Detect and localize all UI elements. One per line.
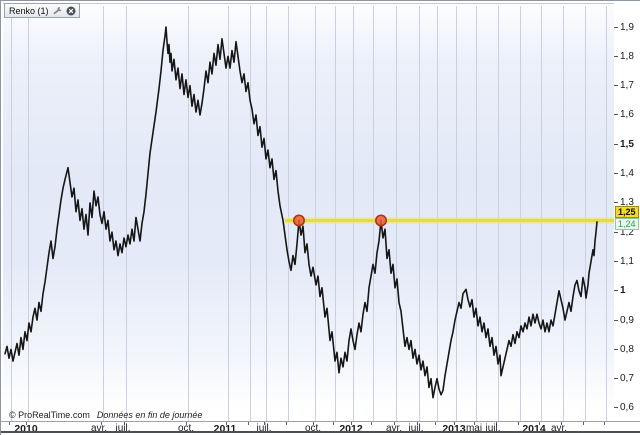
time-axis-tick	[417, 422, 418, 425]
time-axis-tick	[435, 422, 436, 425]
time-axis-tick	[9, 422, 10, 425]
chart-canvas	[4, 6, 616, 422]
price-axis-label: 1,5	[614, 139, 634, 150]
time-axis-label: oct.	[304, 423, 322, 434]
price-axis-label: 1,4	[614, 168, 634, 179]
price-axis-label: 0,7	[614, 373, 634, 384]
time-axis-tick	[351, 422, 352, 425]
price-line	[4, 26, 598, 399]
time-axis-tick	[583, 422, 584, 425]
line-anchor-markers	[292, 214, 387, 227]
time-axis-label: 2014	[522, 423, 546, 435]
time-axis-tick	[496, 422, 497, 425]
time-axis-tick	[101, 422, 102, 425]
price-axis-label: 1,6	[614, 109, 634, 120]
price-axis-label: 1,1	[614, 256, 634, 267]
time-axis-label: juil.	[485, 423, 501, 434]
last-price-tag: 1,24	[615, 217, 639, 230]
price-axis-label: 1,7	[614, 80, 634, 91]
price-axis-label: 1,2	[614, 227, 634, 238]
time-axis-tick	[333, 422, 334, 425]
time-axis-label: juil.	[408, 423, 424, 434]
time-axis-label: 2010	[14, 423, 38, 435]
time-axis-label: avr.	[90, 423, 108, 434]
line-anchor-marker[interactable]	[374, 214, 387, 227]
price-axis-label: 0,9	[614, 315, 634, 326]
time-axis-label: juil.	[256, 423, 272, 434]
copyright-text: © ProRealTime.com	[9, 410, 90, 420]
tab-renko[interactable]: Renko (1)	[4, 3, 80, 18]
time-axis-tick	[124, 422, 125, 425]
time-axis-tick	[264, 422, 265, 425]
alert-line-price-tag[interactable]: 1,25	[615, 205, 639, 218]
time-axis-tick	[454, 422, 455, 425]
time-axis-tick	[604, 422, 605, 425]
time-axis-tick	[518, 422, 519, 425]
time-axis-tick	[186, 422, 187, 425]
wrench-icon[interactable]	[52, 6, 63, 16]
price-axis-label: 1	[614, 285, 626, 296]
time-axis-label: avr.	[385, 423, 403, 434]
price-axis[interactable]: 1,25 1,24 1,9 1,8 1,7 1,6 1,5 1,4 1,3 1,2 1,1 1 0,…	[614, 1, 640, 421]
copyright: © ProRealTime.com Données en fin de journ…	[9, 410, 202, 420]
time-axis-label: 2012	[339, 423, 363, 435]
time-axis-tick	[226, 422, 227, 425]
time-axis-tick	[539, 422, 540, 425]
time-axis-label: avr.	[550, 423, 568, 434]
time-axis-tick	[394, 422, 395, 425]
vertical-gridlines	[11, 6, 607, 422]
time-axis-label: oct.	[177, 423, 195, 434]
price-axis-label: 0,8	[614, 344, 634, 355]
plot-area[interactable]: © ProRealTime.com Données en fin de journ…	[3, 3, 616, 422]
time-axis-tick	[561, 422, 562, 425]
time-axis-label: 2013	[442, 423, 466, 435]
time-axis-tick	[26, 422, 27, 425]
time-axis-label: mai	[465, 423, 483, 434]
data-note: Données en fin de journée	[96, 410, 203, 420]
time-axis-tick	[371, 422, 372, 425]
time-axis-tick	[474, 422, 475, 425]
price-axis-label: 0,6	[614, 402, 634, 413]
tab-title: Renko (1)	[9, 5, 49, 16]
time-axis-label: juil.	[115, 423, 131, 434]
line-anchor-marker[interactable]	[292, 214, 305, 227]
time-axis-tick	[286, 422, 287, 425]
time-axis-tick	[313, 422, 314, 425]
time-axis-label: 2011	[213, 423, 237, 435]
bottom-border	[1, 431, 640, 433]
time-axis-tick	[248, 422, 249, 425]
price-axis-label: 1,9	[614, 22, 634, 33]
close-icon[interactable]	[66, 6, 76, 16]
price-axis-label: 1,3	[614, 197, 634, 208]
price-axis-label: 1,8	[614, 51, 634, 62]
